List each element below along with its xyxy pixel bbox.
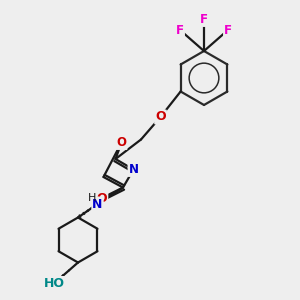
Text: HO: HO — [44, 277, 64, 290]
Text: H: H — [88, 193, 96, 203]
Text: F: F — [224, 23, 232, 37]
Text: N: N — [92, 197, 103, 211]
Text: O: O — [116, 136, 127, 149]
Text: F: F — [200, 13, 208, 26]
Text: O: O — [97, 191, 107, 205]
Text: O: O — [155, 110, 166, 124]
Text: F: F — [176, 23, 184, 37]
Text: N: N — [128, 163, 139, 176]
